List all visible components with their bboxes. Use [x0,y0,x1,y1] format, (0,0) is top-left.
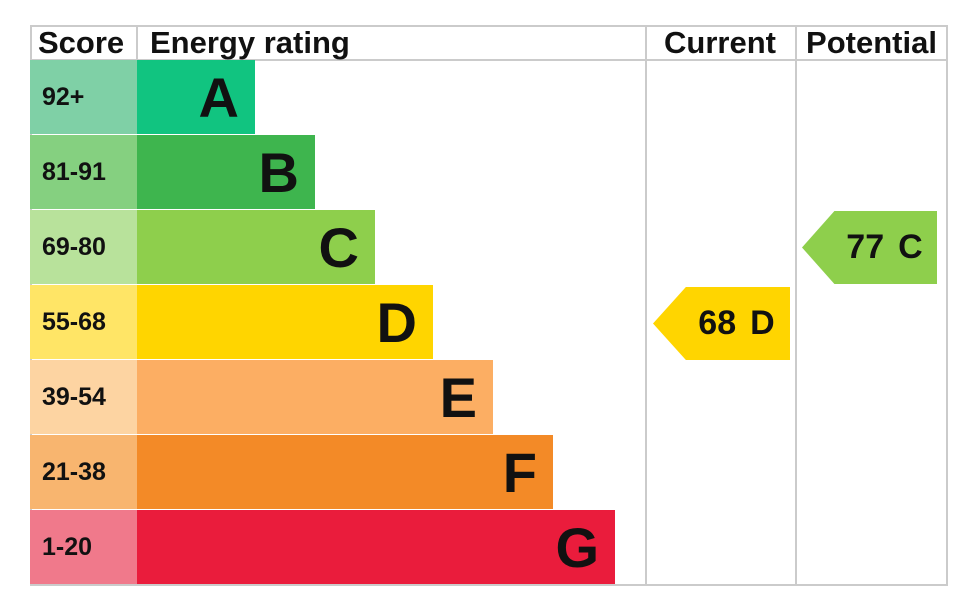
rating-bar-b: B [137,135,315,209]
table-bottom-border [30,584,948,586]
table-top-border [30,25,948,27]
header-bottom-border [30,59,948,61]
rating-bar-a: A [137,60,255,134]
current-column-header: Current [664,25,776,60]
rating-letter-f: F [502,441,537,504]
band-row-g: 1-20 G [30,510,948,585]
potential-column-header: Potential [806,25,937,60]
current-column-divider [645,25,647,585]
band-row-f: 21-38 F [30,435,948,510]
score-range-a: 92+ [30,60,137,134]
band-row-a: 92+ A [30,60,948,135]
band-row-c: 69-80 C [30,210,948,285]
potential-rating-value: 77 [846,228,885,266]
rating-letter-b: B [258,141,299,204]
score-column-header: Score [38,25,125,60]
energy-rating-column-header: Energy rating [150,25,350,60]
band-row-b: 81-91 B [30,135,948,210]
rating-letter-a: A [198,66,239,129]
score-range-g: 1-20 [30,510,137,584]
score-column-divider [136,25,138,60]
rating-bar-c: C [137,210,375,284]
score-range-c: 69-80 [30,210,137,284]
potential-rating-arrow: 77 C [802,211,937,284]
current-rating-letter: D [750,304,775,342]
rating-bar-f: F [137,435,553,509]
rating-bar-d: D [137,285,433,359]
potential-rating-letter: C [898,228,923,266]
rating-bar-e: E [137,360,493,434]
band-row-e: 39-54 E [30,360,948,435]
rating-letter-e: E [439,366,477,429]
rating-letter-d: D [376,291,417,354]
current-rating-arrow: 68 D [653,287,790,360]
score-range-f: 21-38 [30,435,137,509]
rating-bar-g: G [137,510,615,584]
rating-letter-g: G [555,516,599,579]
current-rating-value: 68 [698,304,737,342]
score-range-d: 55-68 [30,285,137,359]
score-range-e: 39-54 [30,360,137,434]
rating-letter-c: C [318,216,359,279]
band-row-d: 55-68 D [30,285,948,360]
table-right-border [946,25,948,585]
score-range-b: 81-91 [30,135,137,209]
potential-column-divider [795,25,797,585]
